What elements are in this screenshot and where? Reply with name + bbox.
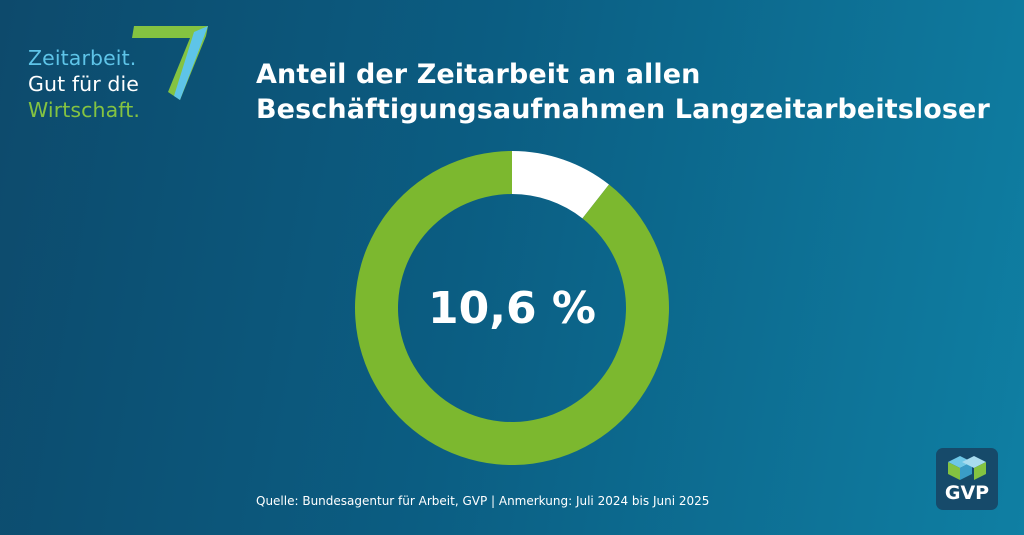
title-line-2: Beschäftigungsaufnahmen Langzeitarbeitsl… xyxy=(256,94,990,125)
logo-line-1: Zeitarbeit. xyxy=(28,46,137,70)
title-line-1: Anteil der Zeitarbeit an allen xyxy=(256,59,701,90)
gvp-label: GVP xyxy=(944,482,990,504)
page-title: Anteil der Zeitarbeit an allen Beschäfti… xyxy=(256,57,990,127)
gvp-logo-icon xyxy=(948,456,986,480)
gvp-badge: GVP xyxy=(936,448,998,510)
logo-line-2: Gut für die xyxy=(28,72,140,96)
donut-slice-zeitarbeit xyxy=(512,151,610,219)
brand-logo: Zeitarbeit. Gut für die Wirtschaft. xyxy=(28,26,218,136)
source-note: Quelle: Bundesagentur für Arbeit, GVP | … xyxy=(256,494,710,508)
center-value: 10,6 % xyxy=(428,283,596,334)
donut-chart xyxy=(355,151,669,465)
logo-line-3: Wirtschaft. xyxy=(28,98,140,122)
seven-icon xyxy=(132,26,208,100)
